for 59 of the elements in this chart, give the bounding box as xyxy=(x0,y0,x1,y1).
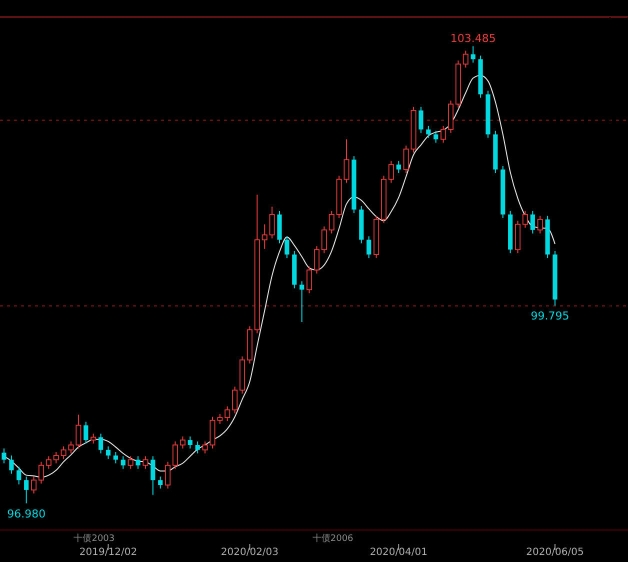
candlestick xyxy=(128,456,134,470)
candlestick xyxy=(38,461,44,484)
candlestick xyxy=(217,414,223,424)
candlestick xyxy=(269,206,275,239)
candlestick xyxy=(195,440,200,454)
candlestick xyxy=(262,224,268,250)
candlestick xyxy=(418,106,424,134)
x-tick-label: 2020/02/03 xyxy=(220,547,279,558)
candlestick xyxy=(9,455,14,474)
candlestick xyxy=(426,125,431,138)
candlestick xyxy=(142,456,148,470)
candlestick xyxy=(306,266,312,294)
candlestick xyxy=(150,456,156,496)
candlestick xyxy=(403,145,409,174)
candlestick xyxy=(530,210,535,234)
text: 十债2003 xyxy=(74,533,115,544)
candlestick xyxy=(16,466,22,485)
x-tick-label: 2019/12/02 xyxy=(79,547,138,558)
candlestick xyxy=(60,446,66,460)
candlestick xyxy=(314,246,320,274)
candlestick xyxy=(388,160,394,184)
candlestick xyxy=(31,476,37,494)
x-tick-label: 2020/04/01 xyxy=(370,547,428,558)
candlestick xyxy=(24,476,29,504)
candlestick xyxy=(113,451,118,464)
candlestick xyxy=(328,210,334,234)
candlestick xyxy=(396,160,401,174)
candlestick xyxy=(90,433,96,444)
candlestick xyxy=(98,433,104,454)
candlestick xyxy=(232,386,238,414)
candlestick xyxy=(224,406,230,422)
annotation: 103.485 xyxy=(450,32,496,46)
candlestick xyxy=(284,236,290,259)
candlestick xyxy=(158,476,163,490)
annotation: 96.980 xyxy=(7,507,46,520)
candlestick xyxy=(366,236,372,259)
candlestick xyxy=(180,436,186,449)
candlestick xyxy=(470,46,476,64)
candlestick xyxy=(188,436,192,449)
text: 十债2006 xyxy=(312,533,354,544)
candlestick xyxy=(172,440,178,470)
candlestick xyxy=(165,461,171,490)
candlestick xyxy=(106,446,111,460)
candlestick xyxy=(84,421,88,444)
candlestick xyxy=(344,138,350,184)
candlestick xyxy=(522,210,528,228)
candlestick xyxy=(440,125,446,144)
candlestick xyxy=(462,50,468,68)
candlestick xyxy=(120,456,126,470)
candlestick xyxy=(321,226,327,254)
x-tick-label: 2020/06/05 xyxy=(526,547,584,558)
candlestick xyxy=(46,456,52,470)
candlestick xyxy=(537,215,543,234)
candlestick xyxy=(136,456,140,470)
candlestick xyxy=(434,130,438,144)
candlestick xyxy=(53,451,59,464)
annotation: 99.795 xyxy=(530,309,570,322)
candlestick xyxy=(2,448,6,464)
candlestick xyxy=(300,280,304,322)
